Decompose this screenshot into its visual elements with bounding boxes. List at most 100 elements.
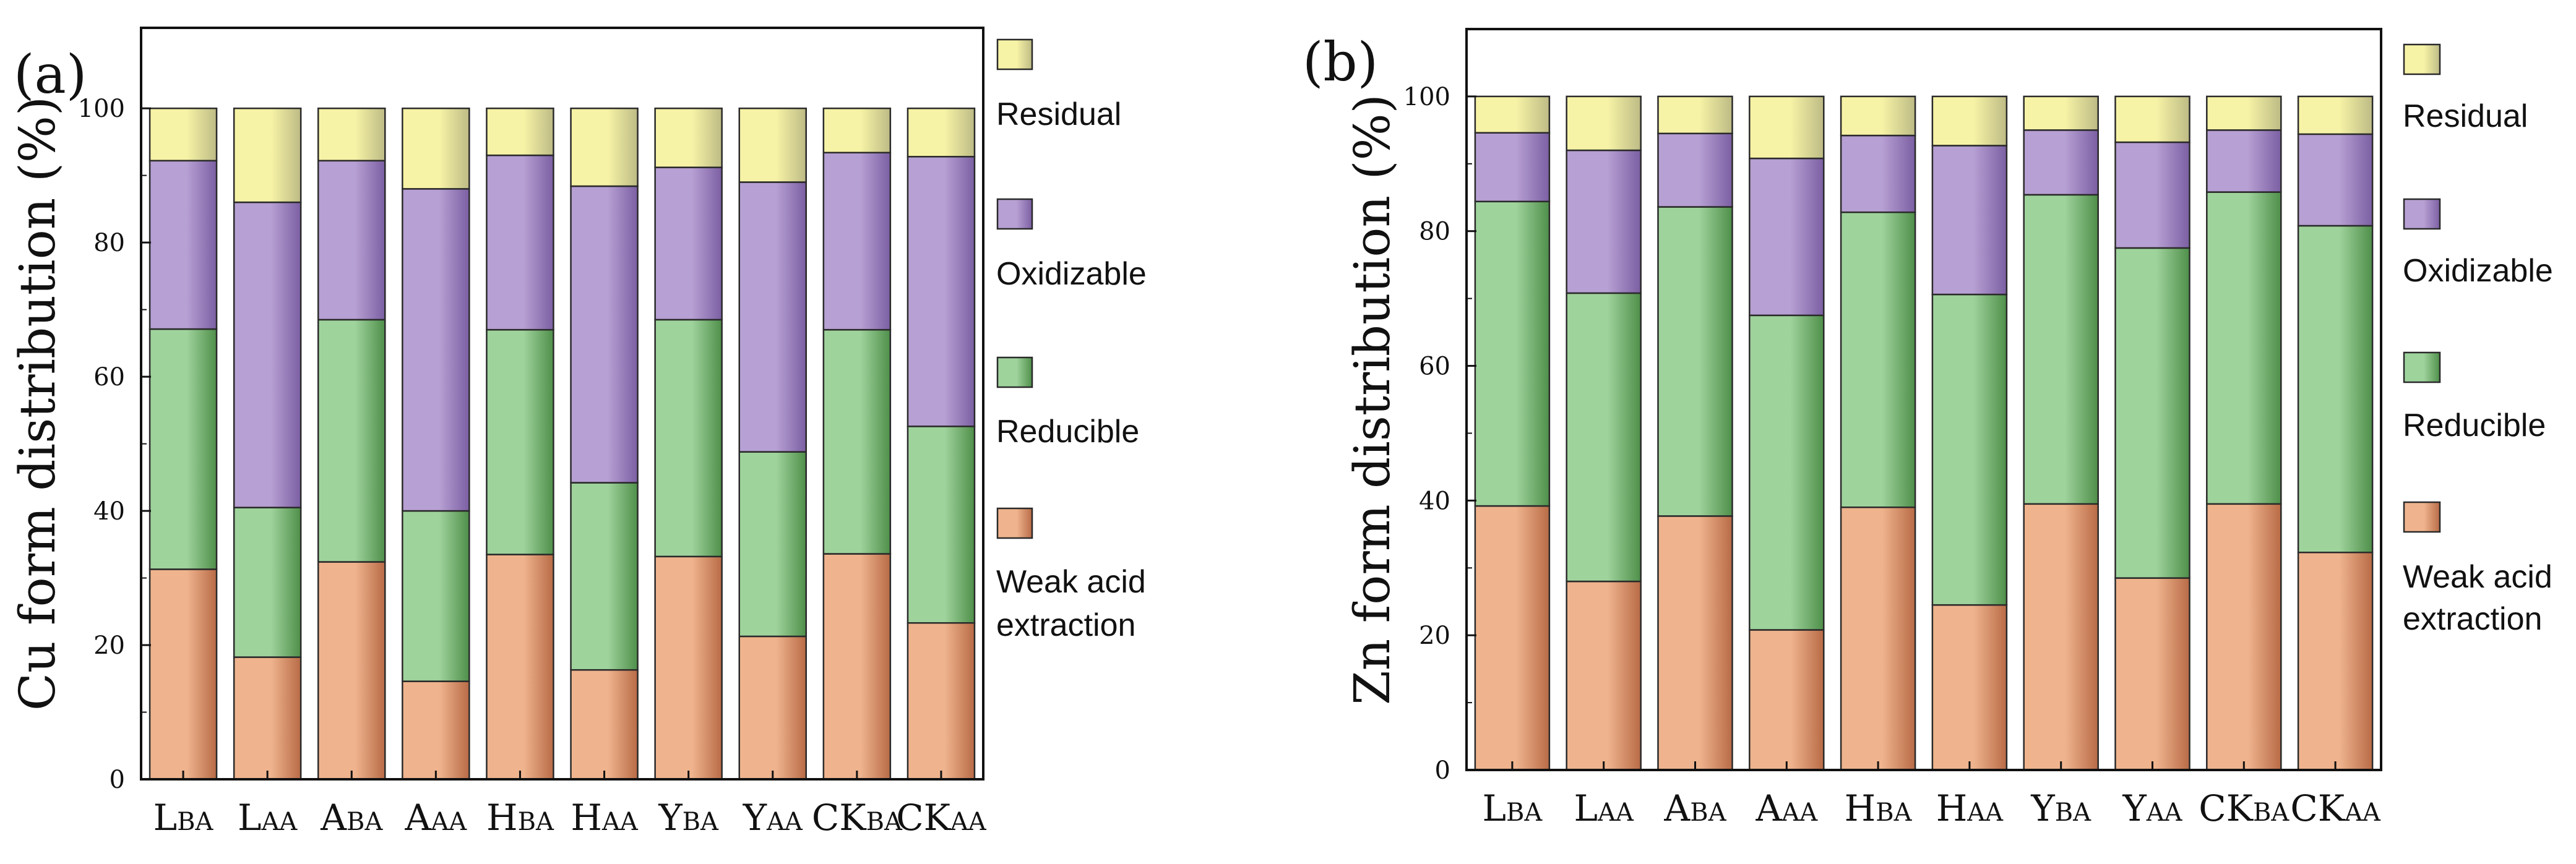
bar-reducible-1 — [1566, 292, 1642, 583]
bar-residual-1 — [233, 107, 302, 203]
bar-residual-5 — [570, 107, 639, 187]
y-tick-label: 20 — [93, 631, 125, 660]
bar-oxidizable-9 — [907, 156, 976, 427]
y-tick-label: 0 — [110, 766, 125, 794]
bar-weak-1 — [233, 656, 302, 781]
y-tick-label: 20 — [1419, 622, 1450, 650]
bar-weak-8 — [2206, 503, 2282, 771]
x-tick-label-0: LBA — [1483, 787, 1543, 829]
bar-weak-6 — [654, 555, 723, 781]
x-tick-label-6: YBA — [658, 797, 719, 839]
x-tick-label-9: CKAA — [2290, 787, 2381, 829]
x-tick-label-3: AAA — [405, 797, 468, 839]
plot-frame — [140, 27, 984, 781]
bar-reducible-5 — [570, 482, 639, 671]
y-tick-label: 100 — [78, 95, 125, 123]
bar-residual-9 — [2297, 95, 2374, 135]
bar-weak-3 — [1749, 629, 1825, 771]
bar-oxidizable-2 — [317, 160, 386, 321]
x-tick-label-1: LAA — [1574, 787, 1634, 829]
y-tick-label: 80 — [93, 229, 125, 257]
bar-oxidizable-1 — [233, 201, 302, 508]
bar-weak-0 — [149, 568, 218, 781]
bar-oxidizable-1 — [1566, 149, 1642, 294]
bar-weak-7 — [738, 635, 807, 781]
x-tick-label-1: LAA — [238, 797, 298, 839]
panel-label: (a) — [14, 44, 87, 106]
bar-reducible-2 — [1657, 206, 1733, 517]
x-tick-label-8: CKBA — [812, 797, 903, 839]
bar-residual-3 — [1749, 95, 1825, 160]
bar-residual-4 — [486, 107, 554, 156]
x-tick-label-2: ABA — [1663, 787, 1726, 829]
bar-oxidizable-5 — [1931, 145, 2008, 296]
bar-oxidizable-0 — [1474, 132, 1551, 203]
legend-swatch-residual — [2403, 43, 2441, 75]
legend-swatch-oxidizable — [996, 198, 1033, 230]
panel-a: 0 20 40 60 80 100 LBA LAA ABA AAA HBA HAA YBA YAA CKBA… — [9, 27, 1147, 839]
bar-reducible-7 — [738, 451, 807, 638]
bar-weak-9 — [907, 622, 976, 781]
bar-weak-8 — [822, 553, 892, 781]
bar-oxidizable-8 — [822, 152, 892, 331]
bar-reducible-9 — [2297, 225, 2374, 554]
y-tick-label: 100 — [1403, 83, 1450, 111]
y-tick-label: 60 — [93, 363, 125, 391]
bar-weak-7 — [2114, 577, 2190, 771]
bar-weak-3 — [402, 680, 470, 781]
legend-label-reducible: Reducible — [2403, 408, 2546, 443]
bar-oxidizable-7 — [738, 181, 807, 453]
bar-residual-4 — [1840, 95, 1916, 137]
bar-reducible-0 — [1474, 200, 1551, 507]
bar-weak-6 — [2023, 503, 2099, 771]
bar-oxidizable-8 — [2206, 129, 2282, 193]
x-tick-label-8: CKBA — [2199, 787, 2290, 829]
legend: Residual Oxidizable Reducible Weak acid extr… — [996, 38, 1147, 643]
bar-reducible-9 — [907, 426, 976, 624]
bar-oxidizable-6 — [2023, 129, 2099, 196]
bar-reducible-3 — [402, 510, 470, 682]
bar-residual-7 — [2114, 95, 2190, 143]
bar-residual-8 — [822, 107, 892, 154]
bar-reducible-3 — [1749, 314, 1825, 631]
bar-oxidizable-9 — [2297, 133, 2374, 227]
bar-reducible-8 — [2206, 191, 2282, 505]
y-tick-label: 60 — [1419, 353, 1450, 381]
bar-weak-2 — [1657, 515, 1733, 771]
x-tick-label-0: LBA — [153, 797, 214, 839]
legend-label-weak-line2: extraction — [996, 607, 1135, 643]
bar-weak-5 — [1931, 604, 2008, 771]
bar-weak-4 — [486, 554, 554, 781]
bar-residual-9 — [907, 107, 976, 158]
bar-oxidizable-4 — [486, 154, 554, 331]
legend-swatch-residual — [996, 38, 1033, 71]
legend-swatch-reducible — [2403, 351, 2441, 383]
legend-swatch-weak — [2403, 501, 2441, 533]
panel-label: (b) — [1303, 32, 1378, 93]
bar-oxidizable-7 — [2114, 141, 2190, 249]
y-axis-label: Zn form distribution (%) — [1343, 94, 1401, 705]
x-tick-label-4: HBA — [486, 797, 554, 839]
bar-reducible-2 — [317, 319, 386, 563]
bar-residual-6 — [654, 107, 723, 168]
bar-weak-1 — [1566, 580, 1642, 771]
bar-weak-0 — [1474, 505, 1551, 771]
plot-frame — [1465, 28, 2382, 771]
bar-oxidizable-5 — [570, 185, 639, 484]
bar-weak-4 — [1840, 507, 1916, 771]
y-tick-label: 40 — [1419, 487, 1450, 515]
legend-label-weak: Weak acid — [996, 564, 1146, 600]
legend-swatch-weak — [996, 507, 1033, 539]
x-tick-label-7: YAA — [743, 797, 803, 839]
x-tick-label-6: YBA — [2030, 787, 2091, 829]
bar-weak-2 — [317, 561, 386, 781]
bar-oxidizable-0 — [149, 160, 218, 330]
bar-residual-6 — [2023, 95, 2099, 131]
legend: Residual Oxidizable Reducible Weak acid extr… — [2403, 43, 2553, 637]
bar-residual-2 — [317, 107, 386, 162]
legend-label-reducible: Reducible — [996, 414, 1139, 450]
panel-b: 0 20 40 60 80 100 LBA LAA ABA AAA HBA HAA YBA YAA CKBA… — [1303, 28, 2553, 829]
legend-label-residual: Residual — [2403, 98, 2528, 134]
legend-label-oxidizable: Oxidizable — [996, 256, 1147, 292]
x-tick-label-5: HAA — [1936, 787, 2004, 829]
